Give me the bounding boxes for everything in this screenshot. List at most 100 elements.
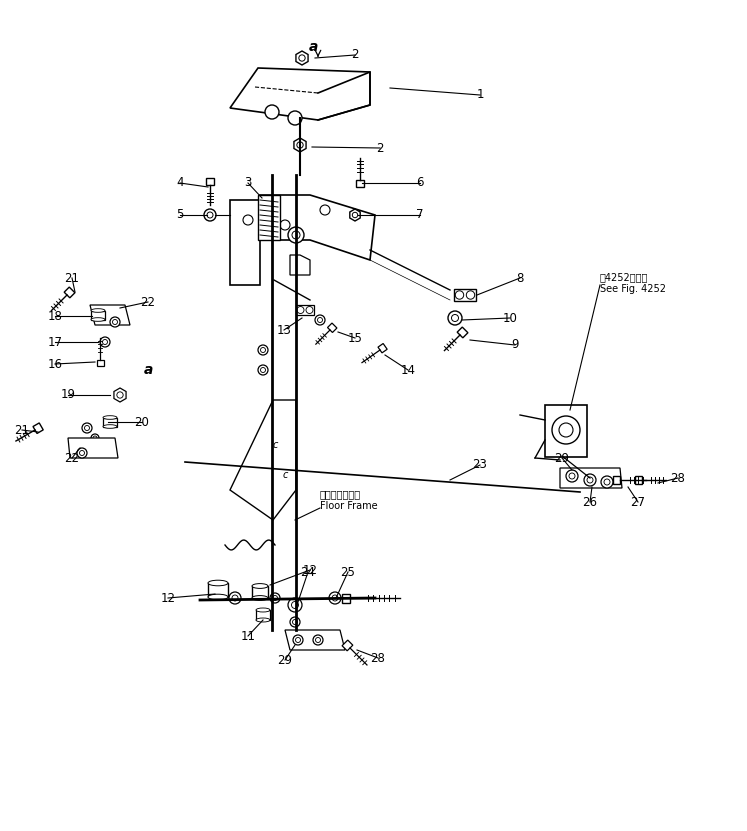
Circle shape [604, 479, 610, 485]
Text: 9: 9 [511, 338, 518, 352]
Circle shape [117, 392, 123, 398]
Text: 28: 28 [671, 471, 686, 484]
Text: 21: 21 [14, 424, 29, 436]
Circle shape [296, 637, 300, 642]
Circle shape [258, 365, 268, 375]
Text: a: a [143, 363, 152, 377]
Text: c: c [282, 470, 288, 480]
Polygon shape [378, 343, 387, 353]
Text: a: a [309, 40, 317, 54]
Polygon shape [290, 255, 310, 275]
Circle shape [79, 450, 84, 455]
Text: 2: 2 [376, 141, 384, 155]
Polygon shape [64, 287, 75, 297]
Text: 3: 3 [244, 176, 252, 189]
Text: 笥4252図参照
See Fig. 4252: 笥4252図参照 See Fig. 4252 [600, 272, 666, 293]
Ellipse shape [208, 580, 228, 586]
Circle shape [466, 291, 474, 299]
Circle shape [552, 416, 580, 444]
Polygon shape [560, 468, 622, 488]
Text: 29: 29 [554, 451, 569, 465]
Text: 16: 16 [48, 357, 63, 371]
Text: フロアフレーム
Floor Frame: フロアフレーム Floor Frame [320, 489, 378, 511]
Text: 28: 28 [371, 652, 385, 665]
Text: 25: 25 [341, 566, 356, 578]
Circle shape [569, 473, 575, 479]
Text: 21: 21 [64, 272, 79, 284]
Circle shape [100, 337, 110, 347]
Polygon shape [230, 400, 296, 520]
Circle shape [293, 619, 297, 625]
Circle shape [84, 425, 90, 430]
Text: 5: 5 [176, 209, 184, 222]
Ellipse shape [91, 317, 105, 322]
Circle shape [313, 635, 323, 645]
Text: 20: 20 [134, 416, 149, 429]
Text: 12: 12 [161, 592, 176, 604]
Text: 24: 24 [300, 566, 315, 578]
Circle shape [292, 231, 300, 239]
Polygon shape [230, 195, 375, 285]
Circle shape [261, 367, 265, 372]
Circle shape [261, 347, 265, 352]
Text: 2: 2 [351, 48, 359, 61]
Polygon shape [96, 360, 104, 366]
Circle shape [110, 317, 120, 327]
Text: 19: 19 [61, 389, 75, 401]
Text: 15: 15 [347, 332, 362, 345]
Ellipse shape [103, 416, 117, 420]
Circle shape [93, 436, 97, 440]
Text: 17: 17 [48, 336, 63, 348]
Bar [252, 586, 268, 598]
Circle shape [456, 291, 464, 299]
Polygon shape [296, 51, 308, 65]
Polygon shape [285, 630, 345, 650]
Circle shape [601, 476, 613, 488]
Text: 18: 18 [48, 309, 63, 322]
Bar [258, 195, 280, 240]
Circle shape [451, 314, 459, 322]
Polygon shape [33, 423, 43, 434]
Circle shape [113, 319, 117, 324]
Circle shape [232, 595, 238, 601]
Circle shape [317, 317, 323, 322]
Circle shape [559, 423, 573, 437]
Text: 27: 27 [630, 495, 645, 509]
Text: 6: 6 [416, 176, 424, 189]
Circle shape [329, 592, 341, 604]
Circle shape [293, 635, 303, 645]
Bar [91, 311, 105, 319]
Text: 8: 8 [516, 272, 524, 284]
Circle shape [77, 448, 87, 458]
Text: 12: 12 [303, 563, 317, 577]
Bar [256, 610, 270, 620]
Polygon shape [327, 323, 337, 332]
Bar [208, 583, 228, 597]
Polygon shape [90, 305, 130, 325]
Polygon shape [342, 593, 350, 602]
Circle shape [297, 307, 304, 313]
Circle shape [306, 307, 313, 313]
Text: 1: 1 [477, 88, 484, 101]
Ellipse shape [252, 583, 268, 588]
Circle shape [270, 593, 280, 603]
Bar [545, 405, 587, 457]
Text: 11: 11 [241, 630, 255, 642]
Circle shape [265, 105, 279, 119]
Circle shape [315, 637, 320, 642]
Polygon shape [457, 327, 468, 338]
Circle shape [584, 474, 596, 486]
Polygon shape [114, 388, 126, 402]
Circle shape [273, 596, 277, 601]
Polygon shape [350, 209, 360, 221]
Bar [103, 417, 117, 426]
Circle shape [82, 423, 92, 433]
Polygon shape [613, 476, 620, 484]
Circle shape [243, 215, 253, 225]
Ellipse shape [91, 308, 105, 312]
Polygon shape [635, 476, 642, 484]
Circle shape [288, 598, 302, 612]
Text: 22: 22 [140, 296, 155, 308]
Circle shape [229, 592, 241, 604]
Polygon shape [230, 68, 370, 120]
